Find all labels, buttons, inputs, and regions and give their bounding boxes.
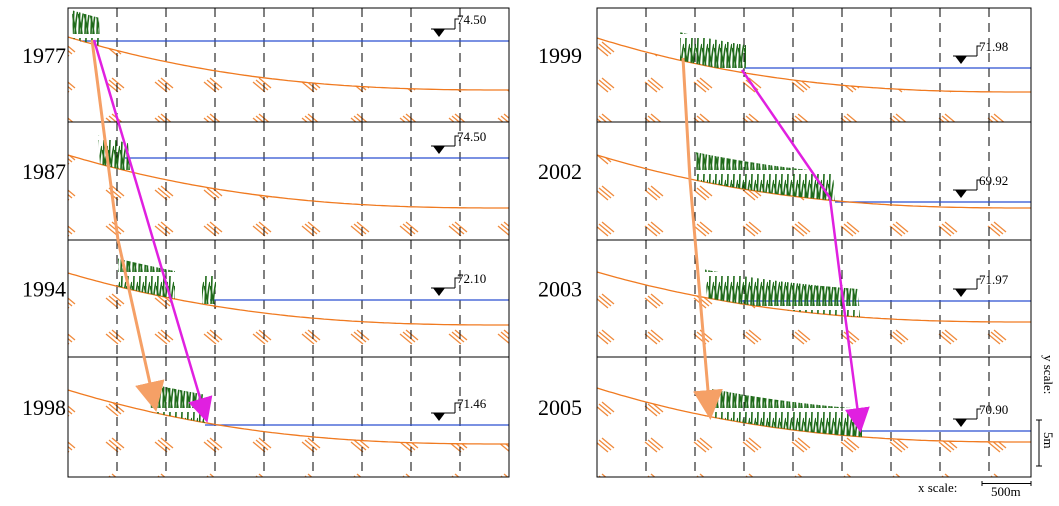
year-label: 1987 (22, 159, 66, 184)
ground (68, 155, 509, 240)
panel: 71.46 1998 (22, 357, 509, 477)
water-level: 74.50 (457, 12, 486, 27)
panel: 69.92 2002 (538, 122, 1031, 240)
marker-bracket (953, 46, 981, 56)
marker-bracket (953, 180, 981, 190)
water-level: 71.46 (457, 396, 487, 411)
panel: 71.97 2003 (538, 240, 1031, 357)
year-label: 1998 (22, 395, 66, 420)
marker-bracket (431, 136, 459, 146)
y-scale-label: y scale: (1041, 355, 1056, 394)
water-marker (433, 146, 445, 154)
marker-bracket (431, 278, 459, 288)
x-scale-value: 500m (991, 484, 1021, 499)
water-marker (955, 419, 967, 427)
marker-bracket (431, 19, 459, 29)
ground (68, 37, 509, 122)
year-label: 2003 (538, 277, 582, 302)
water-level: 69.92 (979, 173, 1008, 188)
year-label: 2005 (538, 395, 582, 420)
y-scale-value: 5m (1041, 432, 1056, 449)
vegetation (202, 276, 216, 304)
panel: 72.10 1994 (22, 240, 509, 357)
panel: 70.90 2005 (538, 357, 1031, 477)
water-level: 74.50 (457, 129, 486, 144)
water-level: 71.98 (979, 39, 1008, 54)
year-label: 1999 (538, 43, 582, 68)
year-label: 2002 (538, 159, 582, 184)
water-marker (955, 56, 967, 64)
marker-bracket (953, 409, 981, 419)
ground (597, 272, 1031, 357)
panels: 74.50 1977 74.50 1987 72.10 1994 71.46 1998 71.9… (22, 8, 1031, 477)
water-marker (955, 289, 967, 297)
marker-bracket (431, 403, 459, 413)
panel: 74.50 1987 (22, 122, 509, 240)
marker-bracket (953, 279, 981, 289)
ground (68, 390, 509, 477)
water-marker (433, 29, 445, 37)
ground (597, 38, 1031, 122)
water-level: 70.90 (979, 402, 1008, 417)
year-label: 1994 (22, 277, 66, 302)
water-level: 72.10 (457, 271, 486, 286)
water-marker (955, 190, 967, 198)
water-marker (433, 288, 445, 296)
year-label: 1977 (22, 43, 66, 68)
panel: 71.98 1999 (538, 8, 1031, 122)
x-scale-label: x scale: (918, 480, 957, 495)
water-marker (433, 413, 445, 421)
diagram: 74.50 1977 74.50 1987 72.10 1994 71.46 1998 71.9… (0, 0, 1059, 506)
water-level: 71.97 (979, 272, 1009, 287)
